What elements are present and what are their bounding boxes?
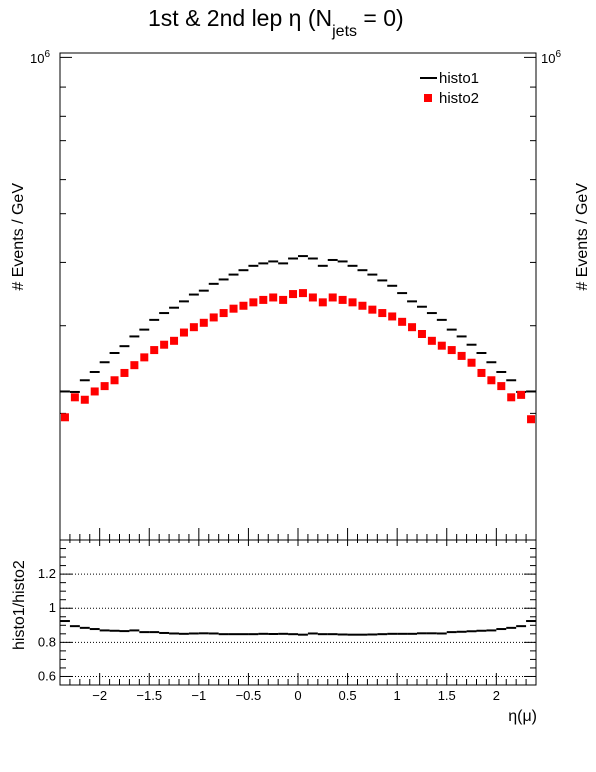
x-tick-label: −0.5 <box>236 688 262 703</box>
histo2-point <box>467 358 476 367</box>
x-tick-label: 1 <box>394 688 401 703</box>
histo2-point <box>417 329 426 338</box>
histo2-point <box>269 293 278 302</box>
histo2-point <box>308 293 317 302</box>
histo2-point <box>408 323 417 332</box>
y-tick-label-1e6: 106 <box>30 49 50 66</box>
x-axis-label: η(μ) <box>508 708 537 725</box>
chart-title-subscript: jets <box>331 23 357 40</box>
histo2-point <box>368 305 377 314</box>
ratio-y-tick-label: 1.2 <box>38 566 56 581</box>
histo2-point <box>60 413 69 422</box>
histo2-point <box>259 295 268 304</box>
histo2-point <box>239 301 248 310</box>
x-tick-label: 1.5 <box>438 688 456 703</box>
x-tick-label: −1.5 <box>136 688 162 703</box>
histo2-point <box>527 415 536 424</box>
histo2-point <box>140 353 149 362</box>
histo2-point <box>328 293 337 302</box>
histo2-point <box>209 313 218 322</box>
histo2-point <box>150 346 159 355</box>
histo2-series <box>60 289 536 424</box>
histo2-point <box>120 368 129 377</box>
histo2-point <box>437 341 446 350</box>
ratio-y-axis-label: histo1/histo2 <box>11 560 28 650</box>
histo2-point <box>110 376 119 385</box>
upper-frame <box>59 52 537 541</box>
chart-title-end: = 0) <box>357 5 404 31</box>
histo2-point <box>219 309 228 318</box>
histo2-point <box>318 298 327 307</box>
histo2-point <box>298 289 307 298</box>
chart-title: 1st & 2nd lep η (Njets = 0) <box>148 5 404 40</box>
x-tick-label: 0 <box>294 688 301 703</box>
histo2-point <box>378 309 387 318</box>
ratio-y-tick-label: 0.6 <box>38 668 56 683</box>
histo2-point <box>249 298 258 307</box>
histo2-point <box>170 336 179 345</box>
histo2-point <box>507 393 516 402</box>
legend-histo1-label: histo1 <box>439 70 479 87</box>
histo2-point <box>487 376 496 385</box>
upper-pad: 106 106 # Events / GeV # Events / GeV hi… <box>10 49 591 541</box>
upper-x-ticks <box>59 528 537 540</box>
y-tick-label-right-1e6: 106 <box>541 49 561 66</box>
histo2-point <box>358 301 367 310</box>
ratio-pad: 0.6 0.8 1 1.2 −2 −1.5 −1 −0.5 0 0.5 1 1.5 2 histo1/… <box>11 539 537 725</box>
x-tick-label: 2 <box>493 688 500 703</box>
histo1-series <box>60 255 536 393</box>
histo2-point <box>70 393 79 402</box>
histo2-point <box>130 361 139 370</box>
histo2-point <box>189 323 198 332</box>
ratio-y-tick-label: 1 <box>49 600 56 615</box>
histo2-point <box>229 304 238 313</box>
legend: histo1 histo2 <box>415 64 505 110</box>
histo2-point <box>90 387 99 396</box>
histo2-point <box>160 340 169 349</box>
ratio-series <box>60 620 536 636</box>
histo2-point <box>398 317 407 326</box>
histo2-point <box>179 328 188 337</box>
upper-y-axis-label-right: # Events / GeV <box>574 183 591 291</box>
upper-y-ticks <box>60 56 536 414</box>
histo2-point <box>477 368 486 377</box>
upper-y-axis-label: # Events / GeV <box>10 183 27 291</box>
histo2-point <box>388 312 397 321</box>
histo2-point <box>348 298 357 307</box>
histo2-point <box>457 351 466 360</box>
histo2-point <box>199 318 208 327</box>
histo2-point <box>427 336 436 345</box>
ratio-frame <box>59 539 537 686</box>
legend-histo2-marker <box>424 94 432 102</box>
chart-title-main: 1st & 2nd lep η (N <box>148 5 332 31</box>
x-tick-label: −1 <box>191 688 206 703</box>
ratio-grid <box>60 573 536 677</box>
histo2-point <box>338 295 347 304</box>
histo2-point <box>517 390 526 399</box>
x-tick-label: −2 <box>92 688 107 703</box>
histo2-point <box>279 295 288 304</box>
legend-histo2-label: histo2 <box>439 90 479 107</box>
ratio-x-ticks: −2 −1.5 −1 −0.5 0 0.5 1 1.5 2 <box>59 540 537 703</box>
ratio-y-ticks: 0.6 0.8 1 1.2 <box>38 548 536 683</box>
x-tick-label: 0.5 <box>339 688 357 703</box>
histo2-point <box>100 382 109 391</box>
histo2-point <box>447 346 456 355</box>
histo2-point <box>497 382 506 391</box>
legend-background <box>415 64 505 110</box>
ratio-y-tick-label: 0.8 <box>38 634 56 649</box>
histo2-point <box>80 395 89 404</box>
histo2-point <box>289 290 298 299</box>
